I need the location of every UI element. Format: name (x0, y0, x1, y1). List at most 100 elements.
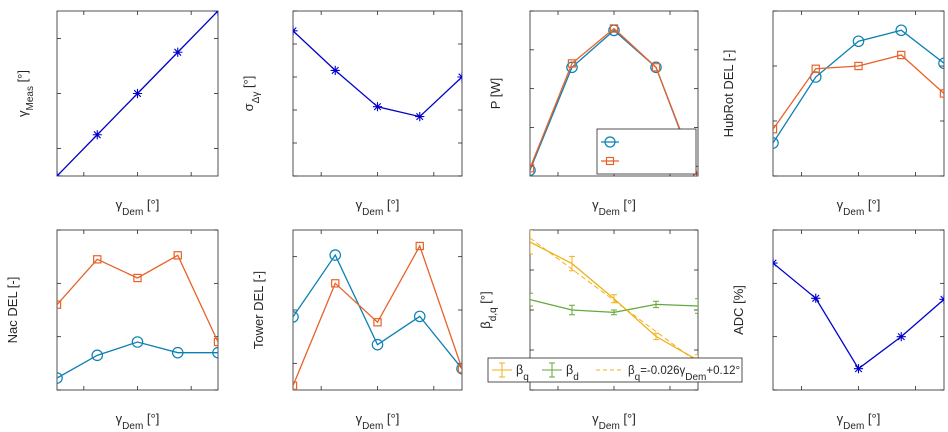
data-point (939, 294, 944, 304)
data-point (938, 57, 944, 70)
data-point (457, 72, 462, 82)
plot-area (530, 230, 698, 367)
data-point (330, 65, 340, 75)
legend-marker-beta-q (492, 362, 512, 378)
series-line (530, 237, 698, 364)
error-bar (569, 304, 575, 316)
legend-box (596, 128, 697, 175)
y-axis-label: βd,q [°] (478, 291, 499, 328)
y-axis-label: P [W] (488, 78, 503, 110)
y-axis-label: σΔγ [°] (241, 76, 262, 112)
plot-area (57, 11, 218, 176)
plot-area (773, 258, 944, 374)
x-axis-label: γDem [°] (356, 411, 400, 432)
panel-h: γDem [°] ADC [%] (731, 229, 945, 432)
data-point (773, 258, 778, 268)
x-axis-label: γDem [°] (837, 197, 881, 218)
panel-b: γDem [°] σΔγ [°] (241, 10, 463, 218)
data-point (212, 346, 218, 359)
data-point (173, 251, 182, 260)
series-line (773, 54, 944, 130)
error-bar (569, 255, 575, 272)
legend-marker-ipc (605, 156, 615, 166)
data-point (650, 61, 662, 74)
data-point (811, 64, 820, 73)
data-point (415, 112, 425, 122)
data-point (372, 102, 383, 112)
plot-area (57, 251, 218, 384)
data-point (329, 249, 342, 261)
legend-label-beta-d: βd (566, 363, 579, 383)
data-point (609, 24, 619, 33)
error-bar (653, 300, 659, 309)
legend-marker-beta-d (542, 362, 562, 378)
data-point (57, 372, 63, 384)
data-point (415, 241, 424, 251)
data-point (457, 364, 462, 373)
error-bar (611, 309, 617, 316)
axes-box (292, 229, 463, 391)
data-point (530, 164, 536, 176)
y-axis-label: Tower DEL [-] (251, 271, 266, 349)
data-point (456, 362, 462, 375)
legend (596, 128, 697, 175)
series-line (773, 262, 944, 370)
series-line (773, 29, 944, 144)
data-point (773, 137, 779, 149)
data-point (171, 346, 184, 359)
data-point (854, 61, 863, 71)
data-point (530, 164, 535, 173)
plot-area (530, 24, 698, 176)
x-axis-label: γDem [°] (116, 197, 160, 218)
data-point (566, 61, 578, 74)
data-point (293, 381, 298, 390)
x-axis-label: γDem [°] (592, 411, 636, 432)
legend-label-beta-q: βq (516, 363, 529, 383)
x-axis-label: γDem [°] (837, 411, 881, 432)
data-point (132, 88, 143, 99)
plot-area (293, 241, 462, 390)
x-axis-label: γDem [°] (116, 411, 160, 432)
y-axis-label: HubRot DEL [-] (721, 50, 736, 138)
y-axis-label: ADC [%] (731, 285, 746, 335)
error-bar (695, 298, 698, 314)
data-point (693, 171, 698, 176)
data-point (57, 300, 62, 309)
plot-area (773, 24, 944, 149)
data-point (371, 338, 384, 351)
data-point (413, 310, 426, 323)
data-point (293, 311, 299, 323)
series-line (293, 253, 462, 370)
data-point (92, 130, 102, 140)
error-bar (611, 294, 617, 304)
data-point (853, 364, 864, 374)
error-bar (530, 292, 533, 307)
panel-d: γDem [°] HubRot DEL [-] (721, 10, 945, 218)
series-line (530, 27, 698, 176)
panel-g: γDem [°] βd,q [°] (478, 229, 699, 432)
data-point (131, 336, 144, 348)
y-axis-label: Nac DEL [-] (5, 277, 20, 344)
data-point (91, 349, 104, 362)
data-point (895, 24, 908, 37)
data-point (93, 255, 102, 264)
data-point (811, 293, 821, 303)
series-line (57, 254, 218, 343)
y-axis-label: γMeas [°] (15, 70, 36, 117)
data-point (939, 89, 944, 98)
panel-e: γDem [°] Nac DEL [-] (5, 229, 219, 432)
data-point (651, 63, 661, 72)
data-point (173, 47, 183, 57)
data-point (897, 50, 906, 60)
series-line (57, 341, 218, 379)
plot-area (293, 26, 462, 122)
axes-box (56, 229, 219, 391)
data-point (567, 59, 577, 68)
legend-box (487, 357, 743, 383)
legend: βq βd βq=-0.026γDem+0.12° (487, 357, 743, 383)
x-axis-label: γDem [°] (356, 197, 400, 218)
series-line (293, 244, 462, 386)
data-point (213, 337, 218, 347)
error-bar (530, 230, 533, 255)
